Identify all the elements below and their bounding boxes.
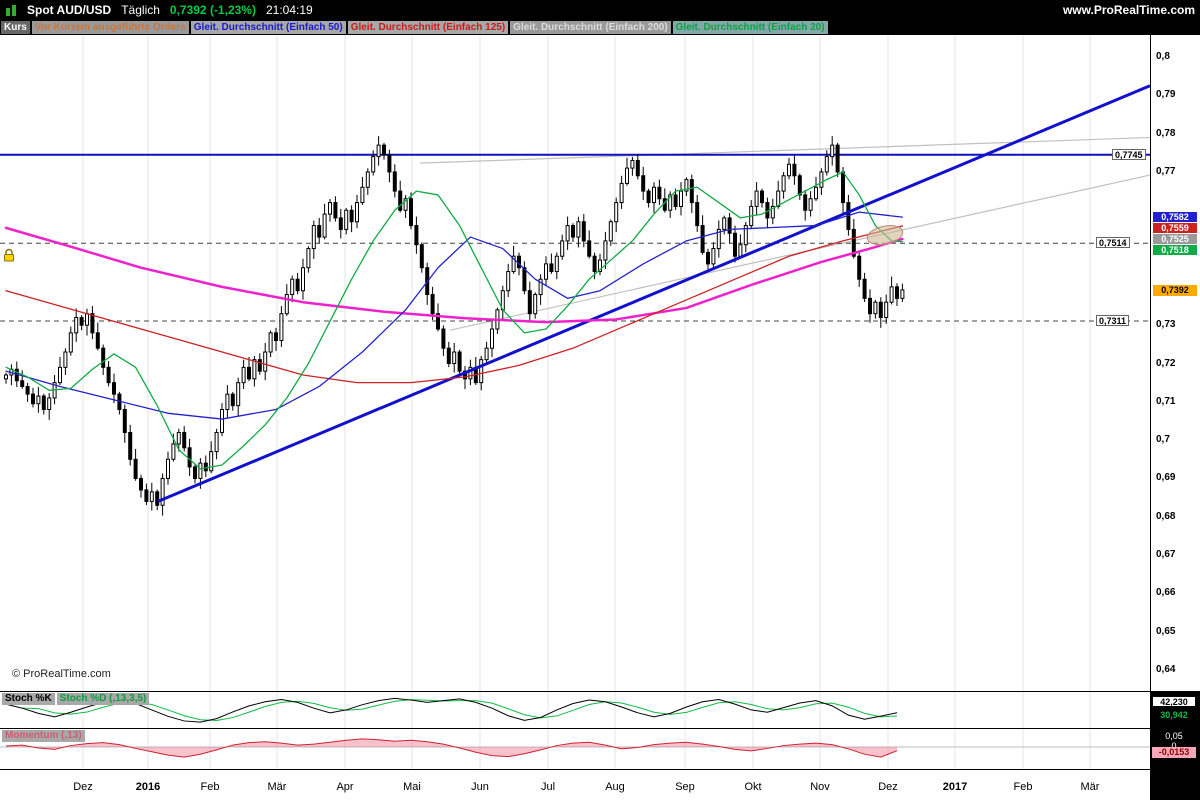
highlight-ellipse	[866, 225, 904, 246]
time-axis-label: Sep	[675, 781, 695, 793]
ma-value-label: 0,7582	[1153, 212, 1197, 223]
momentum-panel: Momentum (,13)	[0, 728, 1150, 770]
price-chart-canvas[interactable]	[0, 35, 1150, 691]
time-axis-label: Jun	[471, 781, 489, 793]
gridlines	[82, 35, 1091, 691]
copyright: © ProRealTime.com	[12, 668, 111, 680]
legend-item-3[interactable]: Gleit. Durchschnitt (Einfach 125)	[347, 21, 509, 34]
clock: 21:04:19	[265, 3, 313, 17]
moving-averages	[4, 171, 904, 470]
price-axis[interactable]: 0,8 0,79 0,78 0,77 0,73 0,72 0,71 0,7 0,69 0,68 0,…	[1150, 35, 1200, 691]
time-axis-label: 2016	[135, 781, 161, 793]
price-axis-tick: 0,68	[1156, 510, 1176, 522]
price-axis-tick: 0,8	[1156, 51, 1170, 62]
price-axis-tick: 0,69	[1156, 472, 1176, 484]
indicator-value-column: 42,230 30,942 0,05 0 -0,0153	[1150, 691, 1200, 800]
app-icon	[6, 4, 16, 16]
price-legend-chip[interactable]: Kurs	[1, 21, 30, 34]
stoch-d-value: 30,942	[1160, 710, 1188, 720]
level-label-07745: 0,7745	[1112, 148, 1146, 160]
timeframe-label: Täglich	[121, 3, 160, 17]
time-axis-label: Feb	[200, 781, 220, 793]
stoch-d-legend[interactable]: Stoch %D (,13,3,5)	[56, 693, 150, 705]
ma-value-label: 0,7559	[1153, 223, 1197, 234]
last-quote: 0,7392 (-1,23%)	[169, 3, 256, 17]
main-chart: 0,8 0,79 0,78 0,77 0,73 0,72 0,71 0,7 0,69 0,68 0,…	[0, 35, 1200, 691]
legend-item-4[interactable]: Gleit. Durchschnitt (Einfach 200)	[510, 21, 671, 34]
price-axis-tick: 0,72	[1156, 357, 1176, 369]
ma-value-label: 0,7525	[1153, 234, 1197, 245]
time-axis-label: Okt	[744, 781, 762, 793]
time-axis-label: Mär	[1080, 781, 1100, 793]
legend-item-5[interactable]: Gleit. Durchschnitt (Einfach 20)	[672, 21, 828, 34]
stoch-k-value: 42,230	[1152, 696, 1196, 707]
momentum-value: -0,0153	[1152, 747, 1196, 758]
time-axis-label: Apr	[336, 781, 354, 793]
momentum-header: Momentum (,13)	[2, 730, 85, 742]
price-axis-tick: 0,66	[1156, 587, 1176, 599]
last-price-label: 0,7392	[1153, 284, 1197, 296]
level-label-07311: 0,7311	[1096, 314, 1130, 326]
legend-item-2[interactable]: Gleit. Durchschnitt (Einfach 50)	[190, 21, 346, 34]
time-axis-label: Feb	[1013, 781, 1033, 793]
momentum-tick-0: 0	[1171, 741, 1177, 751]
price-axis-tick: 0,65	[1156, 625, 1176, 637]
stochastic-canvas[interactable]	[0, 692, 1150, 728]
candles	[4, 136, 905, 516]
price-axis-tick: 0,77	[1156, 165, 1176, 177]
time-axis-label: Dez	[73, 781, 93, 793]
momentum-tick-005: 0,05	[1165, 731, 1183, 741]
stochastic-header: Stoch %K Stoch %D (,13,3,5)	[2, 693, 150, 705]
price-axis-tick: 0,67	[1156, 549, 1176, 561]
legend-item-1[interactable]: Vor Kurzem ausgeführte Orders	[31, 21, 189, 34]
alert-icon[interactable]	[2, 247, 16, 262]
legend-bar: Kurs Vor Kurzem ausgeführte Orders Gleit.…	[0, 20, 1200, 35]
price-axis-tick: 0,71	[1156, 395, 1176, 407]
price-axis-tick: 0,78	[1156, 127, 1176, 139]
trendline	[157, 84, 1150, 503]
title-bar: Spot AUD/USD Täglich 0,7392 (-1,23%) 21:…	[0, 0, 1200, 20]
time-axis-label: 2017	[942, 781, 968, 793]
price-axis-tick: 0,79	[1156, 89, 1176, 101]
ma-value-label: 0,7518	[1153, 245, 1197, 256]
time-axis-label: Jul	[540, 781, 556, 793]
stoch-k-legend[interactable]: Stoch %K	[2, 693, 55, 705]
price-axis-tick: 0,7	[1156, 434, 1170, 446]
time-axis[interactable]: Dez 2016 Feb Mär Apr Mai Jun Jul Aug Sep Okt Nov Dez…	[0, 769, 1150, 801]
time-axis-label: Mär	[267, 781, 287, 793]
site-label: www.ProRealTime.com	[1062, 3, 1195, 17]
price-axis-tick: 0,73	[1156, 319, 1176, 331]
price-axis-tick: 0,64	[1156, 664, 1176, 675]
time-axis-label: Aug	[605, 781, 625, 793]
level-label-07514: 0,7514	[1096, 237, 1130, 249]
time-axis-label: Dez	[878, 781, 898, 793]
stochastic-panel: Stoch %K Stoch %D (,13,3,5)	[0, 691, 1150, 729]
momentum-canvas[interactable]	[0, 729, 1150, 769]
instrument-name: Spot AUD/USD	[27, 3, 112, 17]
time-axis-label: Mai	[403, 781, 421, 793]
momentum-legend[interactable]: Momentum (,13)	[2, 730, 85, 742]
time-axis-label: Nov	[810, 781, 830, 793]
